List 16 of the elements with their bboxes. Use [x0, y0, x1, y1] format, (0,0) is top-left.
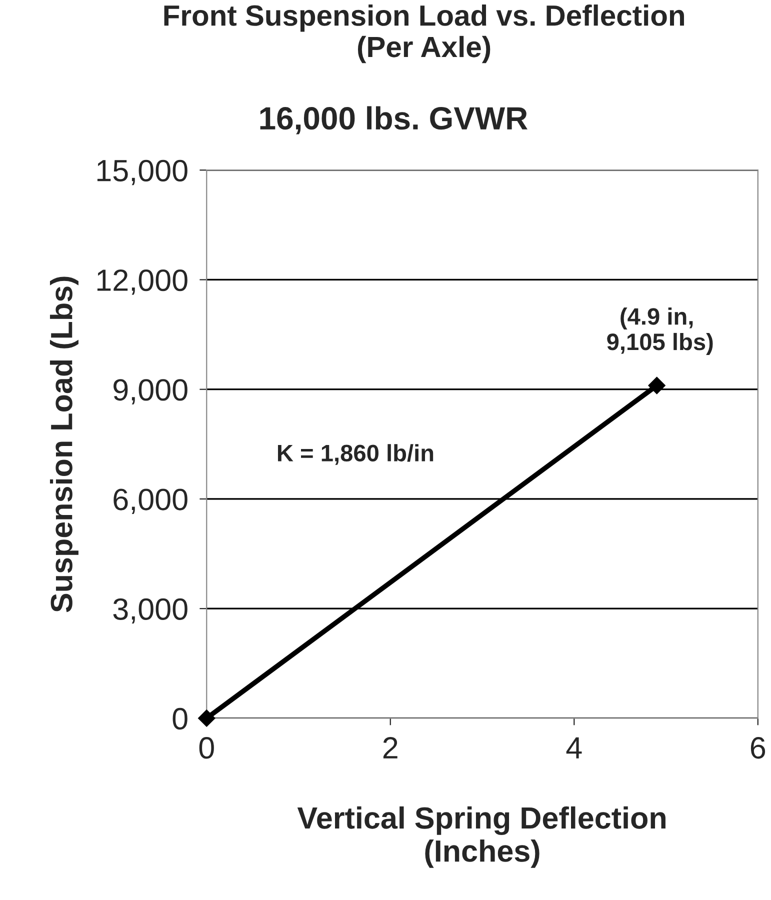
annotation: (4.9 in, 9,105 lbs): [607, 308, 713, 355]
y-tick-label: 9,000: [114, 379, 188, 404]
y-tick-label: 15,000: [97, 160, 188, 186]
x-axis-title: Vertical Spring Deflection (Inches): [297, 806, 666, 868]
y-tick-label: 6,000: [114, 488, 188, 514]
x-tick-label: 2: [383, 737, 398, 758]
x-tick-label: 4: [566, 737, 582, 758]
chart-subtitle: 16,000 lbs. GVWR: [260, 106, 528, 134]
y-tick-label: 0: [172, 708, 188, 730]
chart-title: Front Suspension Load vs. Deflection (Per Axle): [164, 4, 684, 64]
x-tick-label: 6: [750, 737, 766, 759]
x-tick-label: 0: [199, 737, 214, 759]
y-tick-label: 3,000: [113, 598, 188, 624]
y-axis-title: Suspension Load (Lbs): [50, 276, 78, 612]
y-tick-label: 12,000: [97, 269, 188, 295]
annotation: K = 1,860 lb/in: [278, 444, 434, 465]
